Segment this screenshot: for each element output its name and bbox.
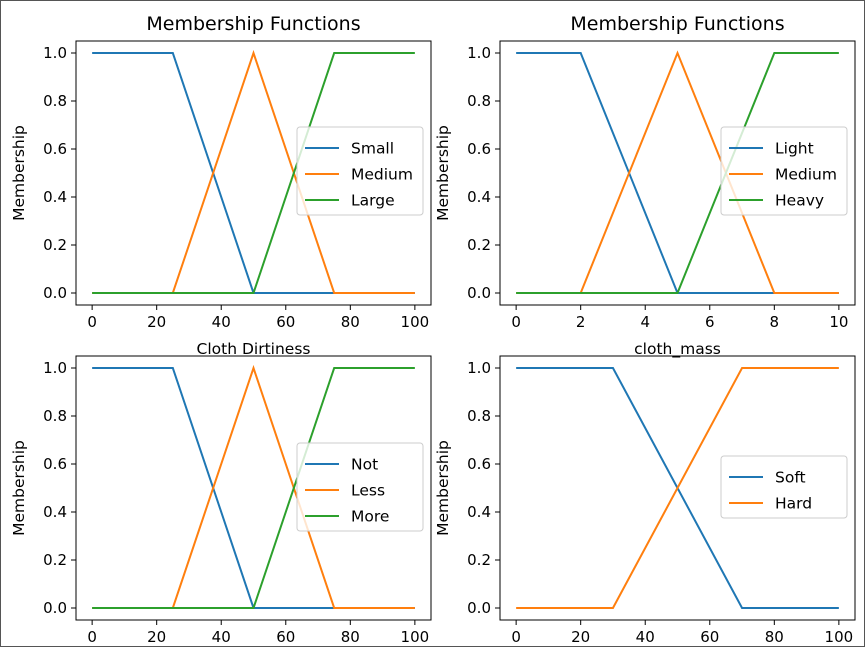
chart-title: Membership Functions [570,13,784,35]
y-tick-label: 0.2 [467,551,491,569]
subplot-4: 0 20 40 60 80 100 0.0 0.2 0.4 0.6 0.8 1.0 Membership… [434,355,856,646]
legend-label: Large [351,192,395,210]
x-tick-label: 40 [212,313,231,331]
y-axis-label: Membership [10,125,28,221]
y-tick-label: 0.6 [467,140,491,158]
series-line-more [92,367,415,609]
y-tick-label: 0.2 [43,236,67,254]
chart-title: Membership Functions [146,13,360,35]
x-tick-label: 100 [401,628,430,646]
y-tick-label: 0.4 [467,503,491,521]
x-axis-label: cloth_mass [634,340,721,359]
y-tick-label: 1.0 [467,359,491,377]
x-tick-label: 4 [640,313,650,331]
x-axis-label: Cloth Dirtiness [197,340,311,358]
x-tick-label: 40 [212,628,231,646]
series-line-hard [516,367,839,609]
axes-frame [75,40,432,306]
legend-label: Medium [351,166,413,184]
axes-frame [499,355,856,621]
y-tick-label: 1.0 [43,44,67,62]
y-tick-label: 0.6 [43,140,67,158]
legend-label: Not [351,456,378,474]
x-tick-label: 20 [147,313,166,331]
legend-label: Soft [775,469,806,487]
y-tick-label: 0.6 [467,455,491,473]
y-tick-label: 0.8 [467,92,491,110]
x-tick-label: 40 [636,628,655,646]
y-tick-label: 0.4 [43,188,67,206]
axes-frame [499,40,856,306]
y-axis-label: Membership [434,125,452,221]
legend-label: Heavy [775,192,824,210]
x-tick-label: 0 [511,628,521,646]
y-tick-label: 0.0 [43,284,67,302]
legend-label: Medium [775,166,837,184]
axes-frame [75,355,432,621]
x-tick-label: 100 [825,628,854,646]
x-tick-label: 0 [87,628,97,646]
legend: Soft Hard [720,455,848,519]
y-axis-label: Membership [10,440,28,536]
y-tick-label: 0.0 [43,599,67,617]
legend-label: Small [351,140,394,158]
y-tick-label: 0.0 [467,284,491,302]
y-tick-label: 0.8 [43,92,67,110]
x-tick-label: 80 [341,628,360,646]
subplot-3: 0 20 40 60 80 100 0.0 0.2 0.4 0.6 0.8 1.0 Membership… [10,355,432,646]
y-tick-label: 0.2 [467,236,491,254]
legend-label: Less [351,482,385,500]
x-tick-label: 100 [401,313,430,331]
x-tick-label: 60 [700,628,719,646]
x-tick-label: 8 [770,313,780,331]
x-tick-label: 0 [87,313,97,331]
x-tick-label: 2 [576,313,586,331]
x-tick-label: 80 [765,628,784,646]
x-tick-label: 6 [705,313,715,331]
y-tick-label: 0.8 [43,407,67,425]
y-tick-label: 0.6 [43,455,67,473]
x-tick-label: 0 [511,313,521,331]
x-tick-label: 20 [571,628,590,646]
y-axis-label: Membership [434,440,452,536]
x-tick-label: 60 [276,313,295,331]
y-tick-label: 0.4 [43,503,67,521]
legend: Light Medium Heavy [720,126,848,216]
y-tick-label: 1.0 [467,44,491,62]
y-tick-label: 0.0 [467,599,491,617]
legend-label: Light [775,140,814,158]
legend: Not Less More [296,442,424,532]
y-tick-label: 0.8 [467,407,491,425]
x-tick-label: 20 [147,628,166,646]
legend-label: More [351,508,389,526]
x-tick-label: 80 [341,313,360,331]
subplot-1: 0 20 40 60 80 100 0.0 0.2 0.4 0.6 0.8 1.0 Membership… [10,13,432,358]
x-tick-label: 10 [829,313,848,331]
x-tick-label: 60 [276,628,295,646]
y-tick-label: 0.2 [43,551,67,569]
subplot-2: 0 2 4 6 8 10 0.0 0.2 0.4 0.6 0.8 1.0 Membership cloth… [434,13,856,359]
y-tick-label: 0.4 [467,188,491,206]
series-line-large [92,52,415,294]
legend-label: Hard [775,495,812,513]
legend: Small Medium Large [296,126,424,216]
y-tick-label: 1.0 [43,359,67,377]
